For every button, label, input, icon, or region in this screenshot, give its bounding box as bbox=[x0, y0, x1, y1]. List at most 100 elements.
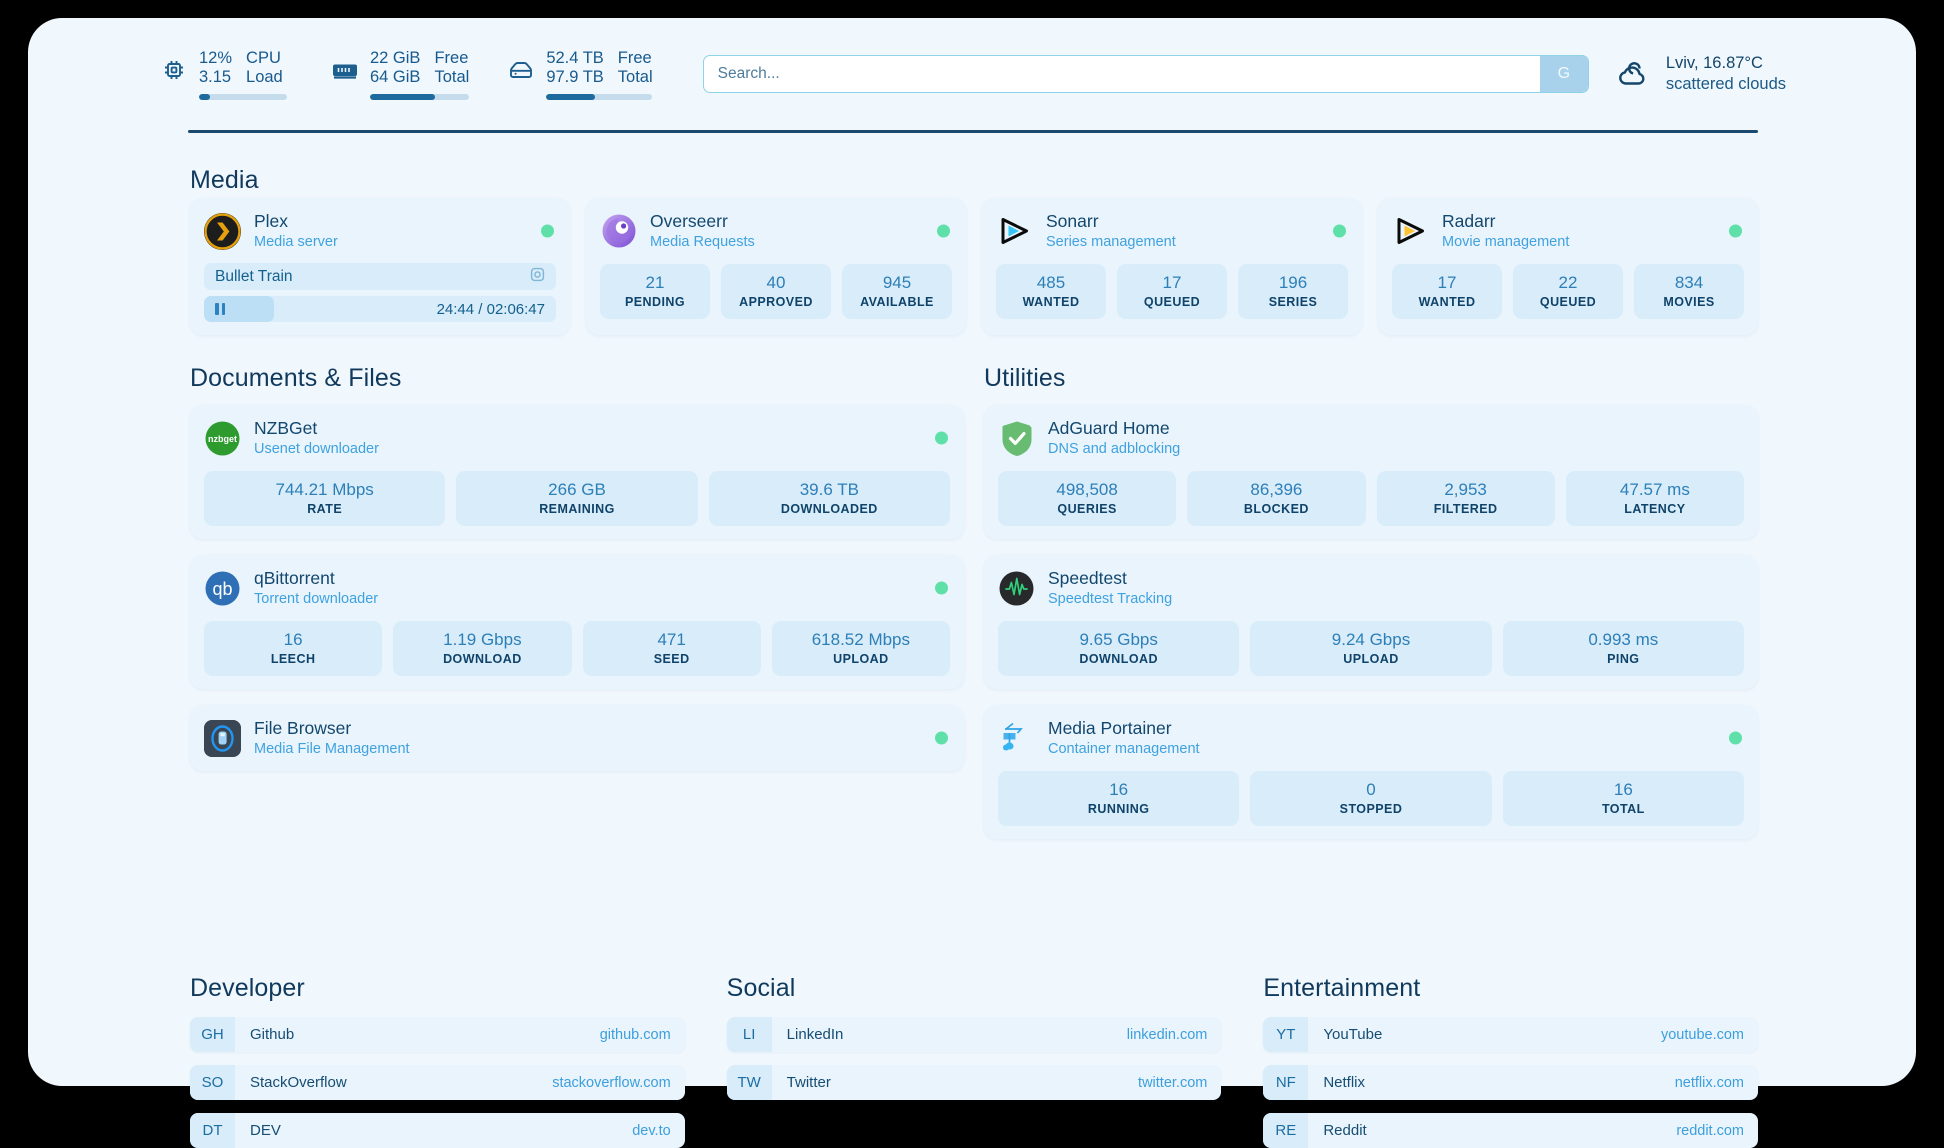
stat-label: LATENCY bbox=[1624, 502, 1686, 516]
stat-tile: 498,508 QUERIES bbox=[998, 471, 1177, 526]
service-card-sonarr[interactable]: Sonarr Series management 485 WANTED 17 Q… bbox=[982, 198, 1362, 335]
bookmark-name: Twitter bbox=[786, 1074, 831, 1091]
stat-value: 471 bbox=[657, 630, 686, 649]
service-card-speedtest[interactable]: Speedtest Speedtest Tracking 9.65 Gbps D… bbox=[984, 555, 1758, 689]
stat-label: BLOCKED bbox=[1243, 502, 1309, 516]
service-card-media-portainer[interactable]: Media Portainer Container management 16 … bbox=[984, 705, 1758, 839]
plex-progress-bar[interactable]: 24:44 / 02:06:47 bbox=[204, 296, 556, 322]
service-desc: Media Requests bbox=[650, 234, 755, 250]
stat-label: UPLOAD bbox=[833, 652, 889, 666]
service-card-file-browser[interactable]: File Browser Media File Management bbox=[190, 705, 964, 771]
bookmark-item-youtube[interactable]: YT YouTube youtube.com bbox=[1263, 1017, 1759, 1052]
service-card-overseerr[interactable]: Overseerr Media Requests 21 PENDING 40 A… bbox=[586, 198, 966, 335]
stat-value: 2,953 bbox=[1444, 480, 1487, 499]
status-badge-online bbox=[937, 224, 950, 238]
stat-value: 86,396 bbox=[1250, 480, 1303, 499]
bookmark-item-reddit[interactable]: RE Reddit reddit.com bbox=[1263, 1113, 1759, 1148]
resource-memory: 22 GiB 64 GiB Free Total bbox=[331, 49, 469, 100]
status-badge-online bbox=[935, 581, 948, 595]
service-desc: Container management bbox=[1048, 741, 1200, 757]
bookmark-group-title: Entertainment bbox=[1263, 974, 1421, 1002]
cpu-usage-bar bbox=[199, 93, 287, 100]
service-card-nzbget[interactable]: nzbget NZBGet Usenet downloader 74 bbox=[190, 405, 964, 539]
bookmark-name: DEV bbox=[250, 1122, 281, 1139]
service-card-qbittorrent[interactable]: qb qBittorrent Torrent downloader bbox=[190, 555, 964, 689]
stat-label: TOTAL bbox=[1601, 802, 1645, 816]
stat-value: 485 bbox=[1036, 273, 1066, 292]
stat-value: 21 bbox=[645, 273, 665, 292]
bookmark-url: github.com bbox=[599, 1026, 671, 1043]
stat-label: DOWNLOAD bbox=[443, 652, 522, 666]
bookmark-url: reddit.com bbox=[1676, 1122, 1745, 1139]
bookmark-item-linkedin[interactable]: LI LinkedIn linkedin.com bbox=[726, 1017, 1222, 1052]
bookmark-url: linkedin.com bbox=[1126, 1026, 1208, 1043]
disk-total: 97.9 TB bbox=[546, 67, 604, 86]
status-badge-online bbox=[1333, 224, 1346, 238]
stat-tile: 744.21 Mbps RATE bbox=[204, 471, 446, 526]
stat-tiles: 21 PENDING 40 APPROVED 945 AVAILABLE bbox=[600, 264, 952, 319]
bookmark-item-github[interactable]: GH Github github.com bbox=[190, 1017, 685, 1052]
cast-icon[interactable] bbox=[530, 267, 545, 287]
stat-tile: 945 AVAILABLE bbox=[842, 264, 952, 319]
weather-widget[interactable]: Lviv, 16.87°C scattered clouds bbox=[1615, 53, 1786, 95]
stat-tile: 86,396 BLOCKED bbox=[1187, 471, 1366, 526]
search-input[interactable] bbox=[703, 65, 1540, 83]
service-card-radarr[interactable]: Radarr Movie management 17 WANTED 22 QUE… bbox=[1378, 198, 1758, 335]
stat-value: 618.52 Mbps bbox=[811, 630, 911, 649]
filebrowser-icon bbox=[204, 719, 241, 757]
search-submit-button[interactable]: G bbox=[1539, 56, 1588, 92]
stat-label: PENDING bbox=[624, 295, 686, 309]
status-badge-online bbox=[1729, 224, 1742, 238]
bookmark-item-netflix[interactable]: NF Netflix netflix.com bbox=[1263, 1065, 1759, 1100]
bookmark-abbr: YT bbox=[1263, 1017, 1309, 1052]
stat-tiles: 485 WANTED 17 QUEUED 196 SERIES bbox=[996, 264, 1348, 319]
bookmark-item-twitter[interactable]: TW Twitter twitter.com bbox=[726, 1065, 1222, 1100]
stat-label: QUEUED bbox=[1539, 295, 1597, 309]
service-desc: Series management bbox=[1046, 234, 1176, 250]
stat-tiles: 9.65 Gbps DOWNLOAD 9.24 Gbps UPLOAD 0.99… bbox=[998, 621, 1744, 676]
stat-label: FILTERED bbox=[1433, 502, 1498, 516]
svg-text:qb: qb bbox=[212, 579, 232, 599]
stat-tiles: 498,508 QUERIES 86,396 BLOCKED 2,953 FIL… bbox=[998, 471, 1744, 526]
dashboard-header: 12% 3.15 CPU Load bbox=[28, 18, 1916, 136]
service-name: Plex bbox=[254, 211, 289, 231]
bookmark-url: stackoverflow.com bbox=[552, 1074, 671, 1091]
pause-icon[interactable] bbox=[215, 303, 226, 315]
stat-tile: 17 QUEUED bbox=[1117, 264, 1227, 319]
stat-label: AVAILABLE bbox=[860, 295, 934, 309]
dashboard-page: 12% 3.15 CPU Load bbox=[28, 18, 1916, 1148]
speedtest-icon bbox=[998, 570, 1035, 607]
bookmark-item-stackoverflow[interactable]: SO StackOverflow stackoverflow.com bbox=[190, 1065, 685, 1100]
plex-icon bbox=[204, 212, 241, 250]
service-card-plex[interactable]: Plex Media server Bullet Train bbox=[190, 198, 570, 335]
stat-tile: 17 WANTED bbox=[1392, 264, 1502, 319]
stat-value: 9.65 Gbps bbox=[1079, 630, 1158, 649]
stat-tile: 16 LEECH bbox=[204, 621, 383, 676]
stat-tile: 1.19 Gbps DOWNLOAD bbox=[393, 621, 572, 676]
stat-label: SEED bbox=[653, 652, 690, 666]
service-desc: DNS and adblocking bbox=[1048, 441, 1181, 457]
stat-value: 22 bbox=[1558, 273, 1578, 292]
stat-tile: 16 TOTAL bbox=[1502, 771, 1744, 826]
service-desc: Speedtest Tracking bbox=[1048, 591, 1173, 607]
bookmark-name: StackOverflow bbox=[250, 1074, 347, 1091]
cpu-loadavg: 3.15 bbox=[199, 67, 232, 86]
service-card-adguard-home[interactable]: AdGuard Home DNS and adblocking 498,508 … bbox=[984, 405, 1758, 539]
bookmark-item-dev[interactable]: DT DEV dev.to bbox=[190, 1113, 685, 1148]
stat-tile: 266 GB REMAINING bbox=[456, 471, 698, 526]
bookmark-abbr: TW bbox=[726, 1065, 772, 1100]
stat-value: 17 bbox=[1162, 273, 1182, 292]
stat-label: QUEUED bbox=[1143, 295, 1201, 309]
memory-label-1: Free bbox=[434, 48, 469, 67]
stat-label: LEECH bbox=[270, 652, 316, 666]
search-bar[interactable]: G bbox=[702, 55, 1589, 93]
stat-tiles: 17 WANTED 22 QUEUED 834 MOVIES bbox=[1392, 264, 1744, 319]
stat-value: 196 bbox=[1278, 273, 1308, 292]
status-badge-online bbox=[1729, 731, 1742, 745]
bookmark-group-title: Developer bbox=[190, 974, 305, 1002]
plex-media-title: Bullet Train bbox=[215, 267, 293, 285]
stat-label: DOWNLOADED bbox=[780, 502, 878, 516]
stat-value: 16 bbox=[1109, 780, 1129, 799]
service-name: Speedtest bbox=[1048, 568, 1127, 588]
overseerr-icon bbox=[600, 213, 637, 250]
